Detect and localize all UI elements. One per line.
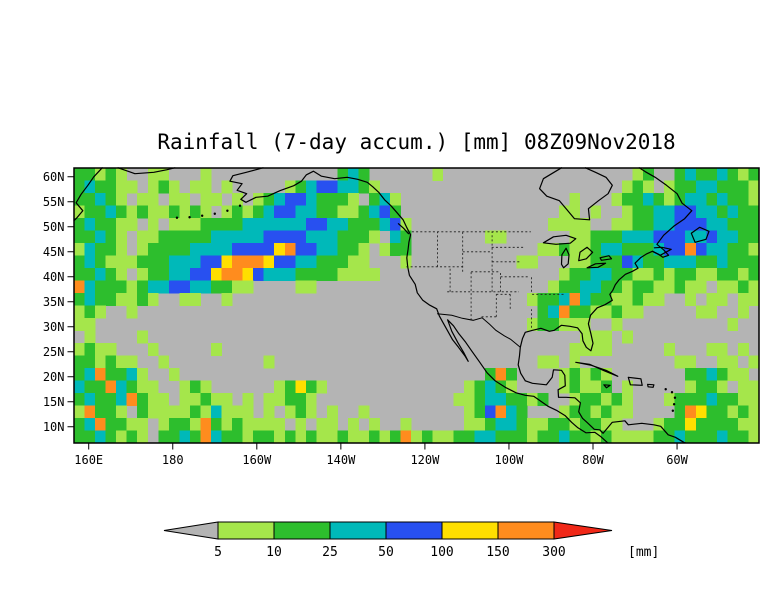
y-tick-label: 25N	[43, 345, 65, 359]
coastline-layer	[73, 167, 710, 444]
x-tick-label: 140W	[326, 453, 356, 467]
colorbar-segment	[273, 521, 331, 540]
colorbar-tick-label: 100	[430, 545, 453, 560]
colorbar-over-arrow	[553, 521, 613, 540]
x-tick-label: 160E	[74, 453, 103, 467]
colorbar: 5 10 25 50 100 150 300 [mm]	[163, 521, 659, 560]
y-tick-label: 35N	[43, 295, 65, 309]
rainfall-map: 60N 55N 50N 45N 40N 35N 30N 25N 20N 15N 10N 160E 180…	[43, 167, 760, 467]
colorbar-segment	[441, 521, 499, 540]
colorbar-segment	[497, 521, 555, 540]
colorbar-tick-label: 150	[486, 545, 509, 560]
rainfall-cells-layer	[74, 168, 760, 444]
y-tick-label: 60N	[43, 170, 65, 184]
x-tick-label: 160W	[242, 453, 272, 467]
y-tick-label: 20N	[43, 370, 65, 384]
colorbar-under-arrow	[163, 521, 219, 540]
state-borders-layer	[406, 231, 566, 348]
colorbar-segment	[329, 521, 387, 540]
colorbar-unit-label: [mm]	[628, 545, 659, 560]
colorbar-tick-label: 10	[266, 545, 282, 560]
y-tick-label: 45N	[43, 245, 65, 259]
colorbar-tick-label: 300	[542, 545, 565, 560]
y-tick-label: 10N	[43, 420, 65, 434]
x-tick-label: 100W	[495, 453, 525, 467]
x-tick-label: 80W	[582, 453, 604, 467]
y-tick-label: 50N	[43, 220, 65, 234]
axis-ticks: 60N 55N 50N 45N 40N 35N 30N 25N 20N 15N 10N 160E 180…	[43, 170, 689, 467]
x-tick-label: 180	[162, 453, 184, 467]
colorbar-segment	[385, 521, 443, 540]
colorbar-tick-label: 50	[378, 545, 394, 560]
x-tick-label: 120W	[410, 453, 440, 467]
colorbar-tick-label: 5	[214, 545, 222, 560]
y-tick-label: 30N	[43, 320, 65, 334]
y-tick-label: 40N	[43, 270, 65, 284]
y-tick-label: 15N	[43, 395, 65, 409]
plot-title: Rainfall (7-day accum.) [mm] 08Z09Nov201…	[157, 130, 676, 154]
x-tick-label: 60W	[666, 453, 688, 467]
colorbar-tick-label: 25	[322, 545, 338, 560]
colorbar-segment	[217, 521, 275, 540]
y-tick-label: 55N	[43, 195, 65, 209]
plot-frame	[73, 167, 760, 444]
